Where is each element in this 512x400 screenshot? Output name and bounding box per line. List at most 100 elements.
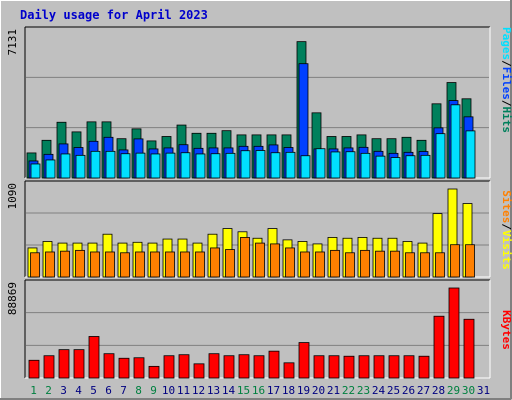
x-tick-label: 12 xyxy=(192,384,205,397)
bar-pages-day-29 xyxy=(450,104,461,179)
bar-sites-day-2 xyxy=(45,251,55,278)
bar-sites-day-7 xyxy=(120,252,130,278)
bar-sites-day-20 xyxy=(315,251,325,278)
bar-sites-day-17 xyxy=(270,243,280,278)
x-tick-label: 6 xyxy=(105,384,112,397)
bar-sites-day-9 xyxy=(150,251,160,278)
bar-pages-day-16 xyxy=(255,150,266,179)
bar-kbytes-day-2 xyxy=(43,355,55,379)
x-tick-label: 15 xyxy=(237,384,250,397)
hits-files-pages-panel: 7131 xyxy=(6,26,491,179)
x-tick-label: 2 xyxy=(45,384,52,397)
bar-kbytes-day-13 xyxy=(208,353,220,379)
bar-kbytes-day-28 xyxy=(433,315,445,379)
bar-sites-day-6 xyxy=(105,251,115,278)
bar-sites-day-12 xyxy=(195,251,205,278)
bar-pages-day-6 xyxy=(105,150,116,179)
bar-kbytes-day-26 xyxy=(403,355,415,379)
bar-kbytes-day-25 xyxy=(388,355,400,379)
legend-top: Pages/Files/Hits xyxy=(500,27,512,133)
legend-kbytes: KBytes xyxy=(500,310,512,350)
x-tick-label: 30 xyxy=(462,384,475,397)
x-tick-label: 13 xyxy=(207,384,220,397)
bar-kbytes-day-18 xyxy=(283,362,295,379)
bar-sites-day-10 xyxy=(165,251,175,278)
bar-kbytes-day-10 xyxy=(163,355,175,379)
bar-kbytes-day-23 xyxy=(358,355,370,379)
bar-pages-day-7 xyxy=(120,153,131,179)
bar-pages-day-10 xyxy=(165,152,176,179)
bar-pages-day-21 xyxy=(330,151,341,179)
bar-sites-day-14 xyxy=(225,249,235,278)
bar-sites-day-4 xyxy=(75,249,85,278)
visits-sites-panel: 1090 xyxy=(6,180,491,278)
bar-pages-day-13 xyxy=(210,153,221,179)
y-max-label: 1090 xyxy=(6,183,19,210)
bar-sites-day-8 xyxy=(135,251,145,278)
bar-pages-day-4 xyxy=(75,154,86,179)
bar-sites-day-18 xyxy=(285,247,295,278)
bar-sites-day-23 xyxy=(360,249,370,278)
bar-sites-day-21 xyxy=(330,249,340,278)
x-tick-label: 3 xyxy=(60,384,67,397)
bar-sites-day-19 xyxy=(300,251,310,278)
bar-pages-day-17 xyxy=(270,152,281,179)
bar-pages-day-20 xyxy=(315,148,326,179)
x-tick-label: 11 xyxy=(177,384,190,397)
bar-kbytes-day-21 xyxy=(328,355,340,379)
bar-kbytes-day-4 xyxy=(73,349,85,379)
bar-pages-day-22 xyxy=(345,151,356,179)
bar-kbytes-day-14 xyxy=(223,355,235,379)
y-max-label: 88869 xyxy=(6,282,19,315)
bar-sites-day-28 xyxy=(435,252,445,278)
bar-pages-day-19 xyxy=(300,155,311,179)
x-tick-label: 23 xyxy=(357,384,370,397)
bar-kbytes-day-6 xyxy=(103,353,115,379)
bar-pages-day-11 xyxy=(180,152,191,179)
bar-kbytes-day-19 xyxy=(298,342,310,379)
bar-pages-day-2 xyxy=(45,159,56,179)
x-tick-label: 19 xyxy=(297,384,310,397)
bar-sites-day-22 xyxy=(345,252,355,278)
x-tick-label: 8 xyxy=(135,384,142,397)
x-tick-label: 17 xyxy=(267,384,280,397)
bar-kbytes-day-22 xyxy=(343,355,355,379)
bar-pages-day-28 xyxy=(435,133,446,179)
x-tick-label: 1 xyxy=(30,384,37,397)
legend-sites: Sites xyxy=(500,190,512,223)
bar-pages-day-30 xyxy=(465,130,476,179)
bar-kbytes-day-12 xyxy=(193,363,205,379)
chart-title: Daily usage for April 2023 xyxy=(20,8,208,22)
bar-sites-day-3 xyxy=(60,250,70,278)
x-tick-label: 14 xyxy=(222,384,236,397)
bar-sites-day-13 xyxy=(210,247,220,278)
x-tick-label: 28 xyxy=(432,384,445,397)
bar-kbytes-day-24 xyxy=(373,355,385,379)
bar-kbytes-day-5 xyxy=(88,336,100,379)
bar-kbytes-day-9 xyxy=(148,365,160,379)
bar-kbytes-day-1 xyxy=(28,359,40,379)
x-tick-label: 4 xyxy=(75,384,82,397)
x-tick-label: 26 xyxy=(402,384,415,397)
bar-sites-day-15 xyxy=(240,237,250,278)
bar-kbytes-day-30 xyxy=(463,318,475,379)
bar-sites-day-11 xyxy=(180,251,190,278)
bar-pages-day-8 xyxy=(135,152,146,179)
bar-kbytes-day-20 xyxy=(313,355,325,379)
bar-kbytes-day-15 xyxy=(238,354,250,379)
legend-hits: Hits xyxy=(500,107,512,134)
bar-kbytes-day-17 xyxy=(268,350,280,379)
legend-mid: Sites/Visits xyxy=(500,190,512,270)
bar-sites-day-1 xyxy=(30,252,40,278)
bar-sites-day-16 xyxy=(255,242,265,278)
kbytes-panel: 88869 xyxy=(6,279,491,379)
x-tick-label: 21 xyxy=(327,384,340,397)
bar-kbytes-day-7 xyxy=(118,357,130,379)
bar-pages-day-15 xyxy=(240,150,251,179)
bar-pages-day-5 xyxy=(90,150,101,179)
bar-sites-day-24 xyxy=(375,250,385,278)
x-tick-label: 20 xyxy=(312,384,325,397)
x-tick-label: 31 xyxy=(477,384,490,397)
x-tick-label: 24 xyxy=(372,384,386,397)
bar-sites-day-25 xyxy=(390,250,400,278)
